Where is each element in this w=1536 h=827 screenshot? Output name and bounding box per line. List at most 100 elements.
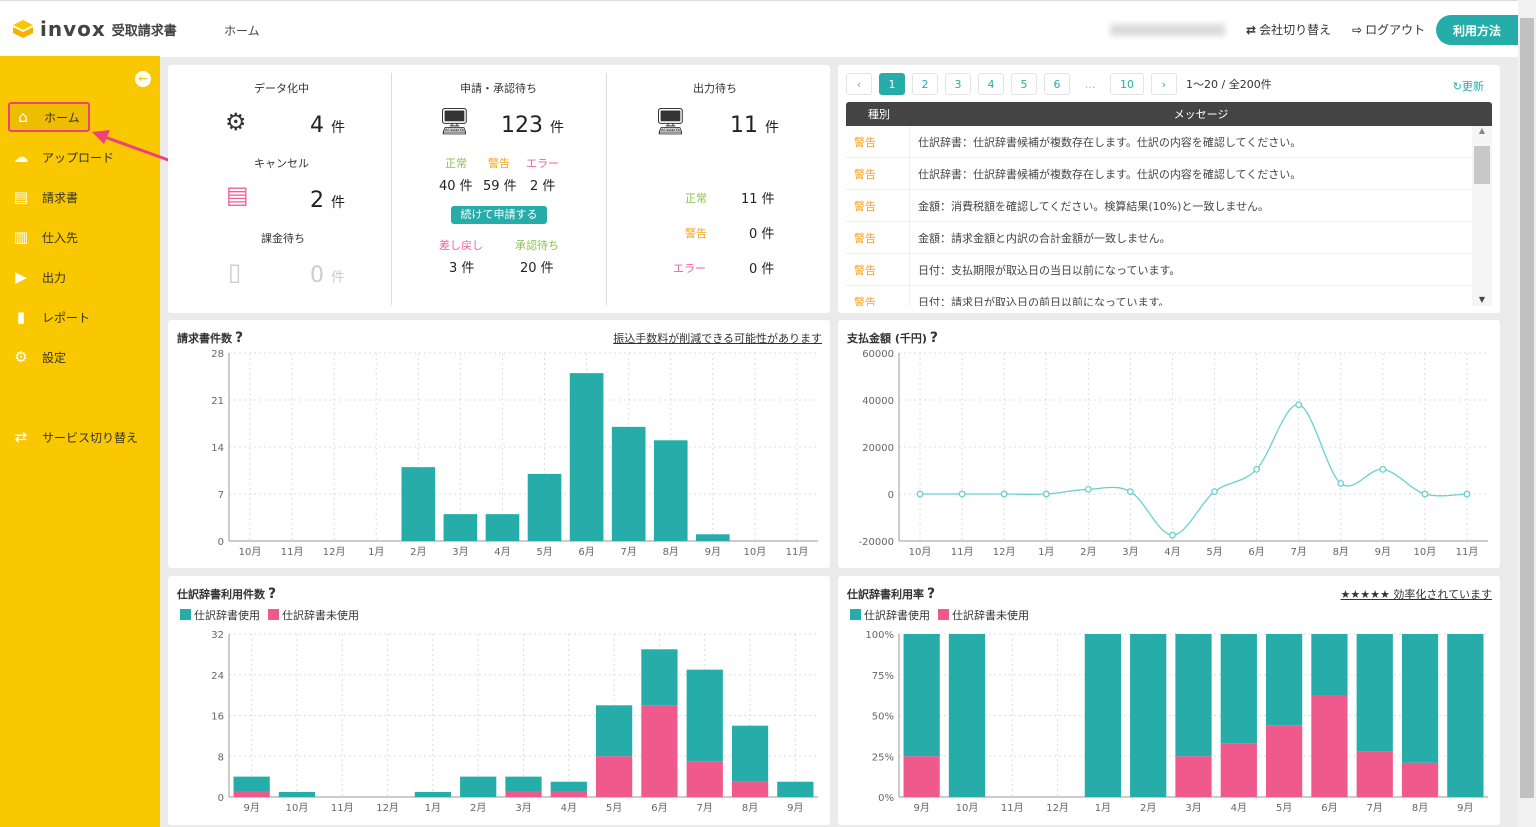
table-row[interactable]: 警告 日付：請求日が取込日の前日以前になっています。 <box>846 286 1492 306</box>
y-tick-label: 28 <box>211 349 224 360</box>
normal-count[interactable]: 40 件 <box>439 179 473 194</box>
x-tick-label: 12月 <box>323 546 346 558</box>
x-tick-label: 10月 <box>239 546 262 558</box>
next-page-button[interactable]: › <box>1151 73 1177 95</box>
table-row[interactable]: 警告 日付：支払期限が取込日の当日以前になっています。 <box>846 254 1492 286</box>
x-tick-label: 1月 <box>1038 546 1054 558</box>
page-5-button[interactable]: 5 <box>1011 73 1037 95</box>
sidebar-item-settings[interactable]: ⚙ 設定 <box>8 342 158 372</box>
scroll-up-icon[interactable]: ▲ <box>1478 126 1486 135</box>
efficiency-rating-link[interactable]: ★★★★★ 効率化されています <box>1340 588 1492 601</box>
help-icon[interactable]: ? <box>929 330 939 346</box>
output-warn-label: 警告 <box>685 227 707 240</box>
scroll-thumb[interactable] <box>1474 146 1490 184</box>
output-error-count[interactable]: 0 件 <box>749 262 775 277</box>
approval-count[interactable]: 123 件 <box>501 113 564 138</box>
dictionary-usage-count-chart: 0 8 16 24 32 9月 10月 11月 12月 1月 2月 3月 4月 5月 6月 7月 8月 9月 <box>211 630 818 814</box>
home-icon: ⌂ <box>18 108 28 126</box>
cancel-count[interactable]: 2 件 <box>310 188 345 213</box>
row-message: 日付：請求日が取込日の前日以前になっています。 <box>918 295 1170 307</box>
logout-button[interactable]: ⇨ ログアウト <box>1352 21 1425 38</box>
y-tick-label: 60000 <box>862 349 894 360</box>
chart-title: 支払金額 (千円)? <box>847 330 939 346</box>
column-header-message[interactable]: メッセージ <box>1173 108 1229 121</box>
bar-segment <box>233 791 270 797</box>
sidebar-item-label: 請求書 <box>42 190 79 205</box>
x-tick-label: 9月 <box>787 802 803 814</box>
legend-item-unused[interactable]: 仕訳辞書未使用 <box>268 607 359 623</box>
sidebar-item-upload[interactable]: ☁ アップロード <box>8 142 158 172</box>
page-4-button[interactable]: 4 <box>978 73 1004 95</box>
x-tick-label: 11月 <box>1456 546 1479 558</box>
monitor-icon: 🖥 <box>438 107 472 137</box>
collapse-sidebar-icon[interactable]: ← <box>135 71 151 87</box>
page-3-button[interactable]: 3 <box>945 73 971 95</box>
returned-count[interactable]: 3 件 <box>449 261 475 276</box>
x-tick-label: 5月 <box>536 546 552 558</box>
bar-segment <box>1356 751 1393 797</box>
help-icon[interactable]: ? <box>268 586 277 602</box>
bar-segment <box>686 761 723 797</box>
warn-label: 警告 <box>488 157 510 170</box>
switch-company-button[interactable]: ⇄ 会社切り替え <box>1246 21 1331 38</box>
scroll-down-icon[interactable]: ▼ <box>1478 295 1486 304</box>
data-point <box>958 490 966 498</box>
sidebar-item-label: 仕入先 <box>42 230 79 245</box>
sidebar-item-report[interactable]: ▮ レポート <box>8 302 158 332</box>
warn-count[interactable]: 59 件 <box>483 179 517 194</box>
sidebar-item-home[interactable]: ⌂ ホーム <box>8 102 90 132</box>
bar <box>401 467 436 541</box>
refresh-icon: ↻ <box>1452 80 1462 93</box>
billing-label: 課金待ち <box>261 232 305 245</box>
table-row[interactable]: 警告 金額：消費税額を確認してください。検算結果(10%)と一致しません。 <box>846 190 1492 222</box>
row-message: 金額：消費税額を確認してください。検算結果(10%)と一致しません。 <box>918 199 1270 213</box>
sidebar-item-invoices[interactable]: ▤ 請求書 <box>8 182 158 212</box>
help-button[interactable]: 利用方法 <box>1436 15 1518 45</box>
output-count[interactable]: 11 件 <box>730 113 779 138</box>
table-row[interactable]: 警告 仕訳辞書：仕訳辞書候補が複数存在します。仕訳の内容を確認してください。 <box>846 158 1492 190</box>
switch-icon: ⇄ <box>14 428 28 446</box>
page-6-button[interactable]: 6 <box>1044 73 1070 95</box>
clipboard-alert-icon: ▯ <box>228 258 242 286</box>
x-tick-label: 10月 <box>744 546 767 558</box>
logo[interactable]: invox 受取請求書 <box>12 17 177 41</box>
output-warn-count[interactable]: 0 件 <box>749 227 775 242</box>
page-2-button[interactable]: 2 <box>912 73 938 95</box>
continue-apply-button[interactable]: 続けて申請する <box>451 206 547 224</box>
error-count[interactable]: 2 件 <box>530 179 556 194</box>
payment-amount-chart: -20000 0 20000 40000 60000 10月 11月 12月 1月 2月 3月 4月 5… <box>859 349 1488 558</box>
bar-segment <box>948 634 986 797</box>
page-1-button[interactable]: 1 <box>879 73 905 95</box>
prev-page-button[interactable]: ‹ <box>846 73 872 95</box>
refresh-button[interactable]: ↻更新 <box>1453 78 1484 94</box>
waiting-count[interactable]: 20 件 <box>520 261 554 276</box>
table-row[interactable]: 警告 仕訳辞書：仕訳辞書候補が複数存在します。仕訳の内容を確認してください。 <box>846 126 1492 158</box>
output-normal-count[interactable]: 11 件 <box>741 192 775 207</box>
dictionary-usage-rate-chart: 0% 25% 50% 75% 100% 9月 10月 11月 12月 1月 2月 3月 4月 5月 6月 7月… <box>865 630 1488 814</box>
legend-item-unused[interactable]: 仕訳辞書未使用 <box>938 607 1029 623</box>
digitizing-count[interactable]: 4 件 <box>310 113 345 138</box>
help-icon[interactable]: ? <box>927 586 936 602</box>
table-scrollbar[interactable]: ▲ ▼ <box>1472 126 1492 306</box>
row-message: 金額：請求金額と内訳の合計金額が一致しません。 <box>918 231 1171 245</box>
page-scrollbar[interactable] <box>1518 0 1536 827</box>
series-line <box>920 404 1467 536</box>
header: invox 受取請求書 ホーム ⇄ 会社切り替え ⇨ ログアウト 利用方法 <box>0 0 1518 59</box>
y-tick-label: 75% <box>872 671 894 682</box>
sidebar-item-switch-service[interactable]: ⇄ サービス切り替え <box>8 422 158 452</box>
y-tick-label: 32 <box>211 630 224 641</box>
column-header-type[interactable]: 種別 <box>868 108 890 121</box>
help-icon[interactable]: ? <box>235 330 244 346</box>
row-type: 警告 <box>846 254 910 285</box>
x-tick-label: 8月 <box>663 546 679 558</box>
messages-panel: ‹ 1 2 3 4 5 6... 10 › 1〜20 / 全200件 ↻更新 種別 メッセージ … <box>838 65 1500 313</box>
sidebar-item-output[interactable]: ▶ 出力 <box>8 262 158 292</box>
legend-item-used[interactable]: 仕訳辞書使用 <box>180 607 260 623</box>
fee-reduction-link[interactable]: 振込手数料が削減できる可能性があります <box>613 332 822 345</box>
page-scroll-thumb[interactable] <box>1520 18 1534 798</box>
legend-item-used[interactable]: 仕訳辞書使用 <box>850 607 930 623</box>
page-10-button[interactable]: 10 <box>1110 73 1144 95</box>
sidebar-item-suppliers[interactable]: ▥ 仕入先 <box>8 222 158 252</box>
x-tick-label: 4月 <box>561 802 577 814</box>
table-row[interactable]: 警告 金額：請求金額と内訳の合計金額が一致しません。 <box>846 222 1492 254</box>
